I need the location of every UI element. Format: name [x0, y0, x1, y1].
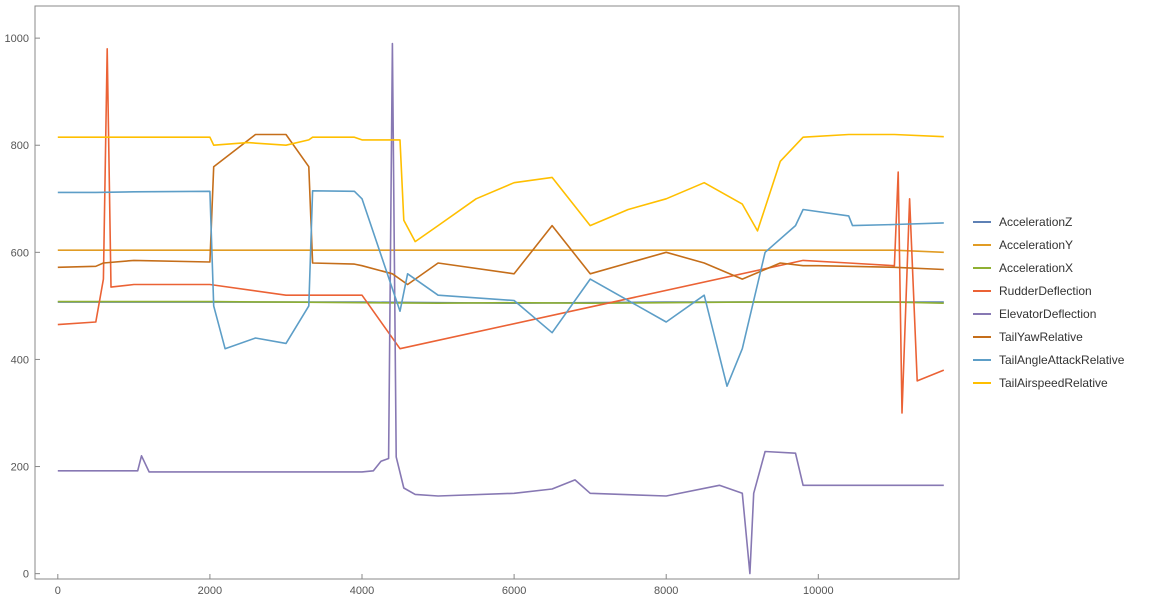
legend-item: TailAngleAttackRelative	[973, 348, 1124, 371]
y-tick-label: 200	[11, 462, 29, 474]
legend-swatch	[973, 266, 991, 269]
legend-item: AccelerationY	[973, 233, 1124, 256]
legend-label: RudderDeflection	[999, 283, 1092, 298]
legend-label: AccelerationX	[999, 260, 1074, 275]
series-line-AccelerationX	[57, 300, 944, 305]
x-tick-label: 10000	[803, 585, 834, 597]
series-line-RudderDeflection	[57, 47, 945, 414]
y-axis-ticks: 0 200 400 600 800 1000	[5, 33, 40, 581]
series-line-TailAngleAttackRelative	[57, 190, 944, 388]
legend-swatch	[973, 335, 991, 338]
x-tick-label: 2000	[198, 585, 222, 597]
legend-swatch	[973, 220, 991, 223]
legend-label: TailAirspeedRelative	[999, 375, 1108, 390]
legend: AccelerationZ AccelerationY AccelerationX R…	[973, 210, 1124, 394]
legend-label: ElevatorDeflection	[999, 306, 1097, 321]
legend-item: ElevatorDeflection	[973, 302, 1124, 325]
legend-item: TailYawRelative	[973, 325, 1124, 348]
series-line-TailAirspeedRelative	[57, 133, 944, 243]
legend-swatch	[973, 289, 991, 292]
series-line-ElevatorDeflection	[57, 42, 944, 575]
legend-label: TailYawRelative	[999, 329, 1083, 344]
legend-label: TailAngleAttackRelative	[999, 352, 1125, 367]
legend-item: RudderDeflection	[973, 279, 1124, 302]
y-tick-label: 400	[11, 354, 29, 366]
x-tick-label: 4000	[350, 585, 374, 597]
series-line-TailYawRelative	[57, 133, 944, 286]
y-tick-label: 0	[23, 569, 29, 581]
legend-swatch	[973, 381, 991, 384]
y-tick-label: 1000	[5, 33, 29, 45]
plot-frame	[34, 5, 960, 580]
legend-swatch	[973, 358, 991, 361]
x-tick-label: 6000	[502, 585, 526, 597]
legend-item: TailAirspeedRelative	[973, 371, 1124, 394]
series-layer	[57, 42, 945, 575]
x-tick-label: 8000	[654, 585, 678, 597]
series-line-AccelerationY	[57, 249, 944, 254]
x-tick-label: 0	[55, 585, 61, 597]
legend-swatch	[973, 312, 991, 315]
legend-swatch	[973, 243, 991, 246]
legend-label: AccelerationY	[999, 237, 1074, 252]
legend-label: AccelerationZ	[999, 214, 1073, 229]
x-axis-ticks: 0 2000 4000 6000 8000 10000	[55, 574, 834, 597]
legend-item: AccelerationZ	[973, 210, 1124, 233]
y-tick-label: 800	[11, 140, 29, 152]
y-tick-label: 600	[11, 247, 29, 259]
legend-item: AccelerationX	[973, 256, 1124, 279]
